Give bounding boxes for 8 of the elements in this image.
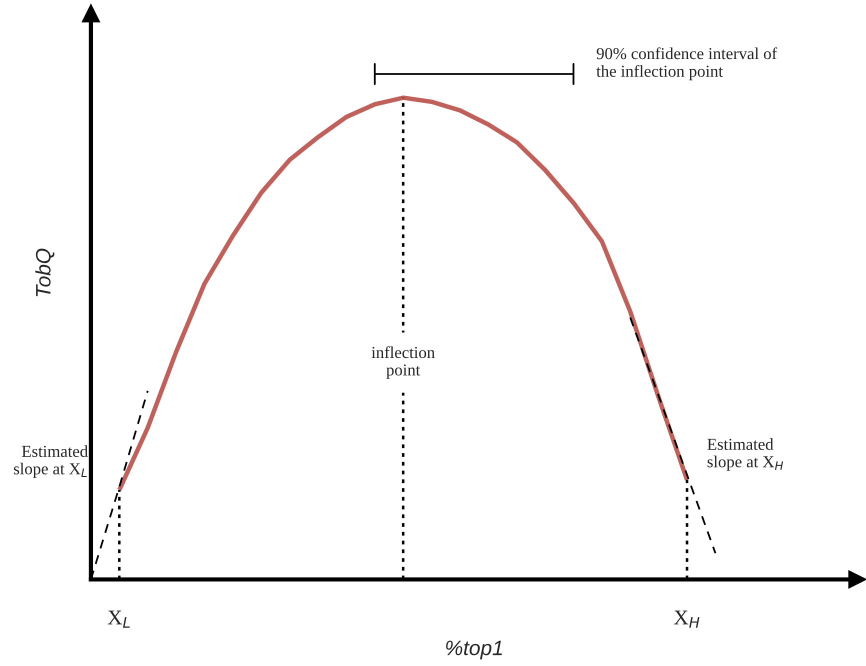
series-label: Estimated slope at X$_{L}$ — [14, 445, 88, 478]
annotation: inflection point — [372, 346, 435, 379]
series-label: Estimated slope at X$_{H}$ — [707, 438, 784, 471]
y-axis-title: TobQ — [35, 248, 54, 296]
x-tick-label: X$_{H}$ — [674, 610, 700, 628]
x-tick-label: X$_{L}$ — [108, 610, 130, 628]
x-axis-title: %top1 — [446, 640, 502, 660]
legend-label: 90% confidence interval of the inflection point — [596, 47, 778, 80]
